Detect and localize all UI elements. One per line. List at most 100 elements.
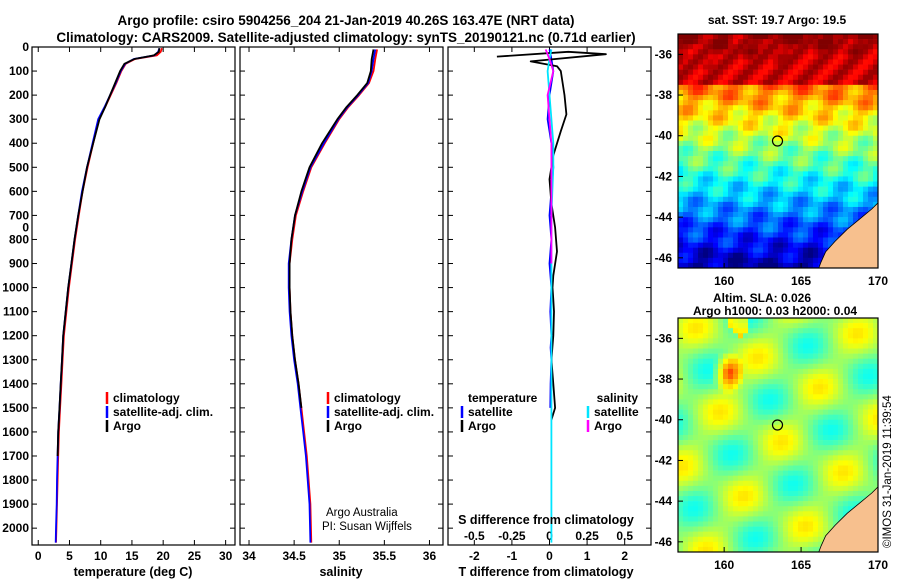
heatmap-cell (718, 54, 724, 60)
heatmap-cell (743, 363, 749, 370)
heatmap-cell (753, 135, 759, 142)
heatmap-cell (753, 89, 759, 96)
heatmap-cell (803, 84, 809, 91)
heatmap-cell (778, 257, 784, 264)
heatmap-cell (703, 440, 709, 446)
heatmap-cell (843, 135, 849, 142)
heatmap-cell (753, 171, 759, 177)
legend-salinity-label: salinity (597, 391, 639, 405)
heatmap-cell (773, 110, 779, 116)
heatmap-cell (733, 242, 739, 248)
heatmap-cell (858, 84, 864, 91)
heatmap-cell (838, 465, 844, 471)
heatmap-cell (853, 450, 859, 456)
heatmap-cell (798, 247, 804, 254)
heatmap-cell (783, 373, 789, 380)
heatmap-cell (738, 445, 744, 451)
heatmap-cell (763, 237, 769, 243)
heatmap-cell (748, 59, 754, 65)
heatmap-cell (698, 496, 704, 502)
heatmap-cell (803, 145, 809, 152)
heatmap-cell (778, 232, 784, 238)
heatmap-cell (818, 151, 824, 157)
heatmap-cell (703, 409, 709, 415)
heatmap-cell (728, 323, 734, 329)
heatmap-cell (738, 161, 744, 167)
heatmap-cell (868, 110, 874, 116)
heatmap-cell (823, 222, 829, 228)
heatmap-cell (808, 227, 814, 233)
heatmap-cell (703, 242, 709, 248)
heatmap-cell (693, 485, 699, 492)
heatmap-cell (748, 252, 754, 259)
heatmap-cell (733, 480, 739, 487)
heatmap-cell (753, 373, 759, 380)
heatmap-cell (723, 419, 729, 426)
heatmap-cell (708, 54, 714, 60)
heatmap-cell (778, 161, 784, 167)
heatmap-cell (788, 531, 794, 538)
heatmap-cell (708, 84, 714, 91)
heatmap-cell (688, 34, 694, 40)
heatmap-cell (743, 323, 749, 329)
heatmap-cell (768, 176, 774, 182)
heatmap-cell (848, 140, 854, 147)
heatmap-cell (743, 389, 749, 395)
heatmap-cell (758, 363, 764, 370)
heatmap-cell (693, 394, 699, 400)
heatmap-cell (728, 384, 734, 390)
heatmap-cell (858, 353, 864, 359)
heatmap-cell (798, 59, 804, 65)
heatmap-cell (718, 95, 724, 101)
heatmap-cell (773, 455, 779, 461)
heatmap-cell (748, 404, 754, 410)
heatmap-cell (753, 546, 759, 552)
heatmap-cell (693, 247, 699, 254)
heatmap-cell (808, 480, 814, 487)
heatmap-cell (848, 323, 854, 329)
heatmap-cell (778, 64, 784, 70)
heatmap-cell (728, 74, 734, 81)
heatmap-cell (808, 328, 814, 334)
heatmap-cell (718, 480, 724, 487)
heatmap-cell (833, 389, 839, 395)
heatmap-cell (728, 480, 734, 487)
heatmap-cell (678, 54, 684, 60)
heatmap-cell (708, 470, 714, 476)
heatmap-cell (748, 490, 754, 497)
heatmap-cell (798, 64, 804, 70)
heatmap-cell (683, 100, 689, 106)
heatmap-cell (778, 379, 784, 385)
heatmap-cell (783, 89, 789, 96)
heatmap-cell (758, 521, 764, 527)
heatmap-cell (768, 252, 774, 259)
heatmap-cell (808, 399, 814, 405)
heatmap-cell (733, 450, 739, 456)
heatmap-cell (838, 54, 844, 60)
heatmap-cell (718, 120, 724, 126)
heatmap-cell (853, 39, 859, 45)
heatmap-cell (773, 49, 779, 55)
heatmap-cell (833, 145, 839, 152)
heatmap-cell (778, 191, 784, 198)
heatmap-cell (873, 89, 878, 96)
heatmap-cell (818, 171, 824, 177)
heatmap-cell (823, 191, 829, 198)
heatmap-cell (768, 105, 774, 111)
heatmap-cell (868, 151, 874, 157)
heatmap-cell (723, 105, 729, 111)
heatmap-cell (863, 445, 869, 451)
heatmap-cell (838, 496, 844, 502)
heatmap-cell (718, 196, 724, 203)
heatmap-cell (683, 252, 689, 259)
heatmap-cell (763, 140, 769, 147)
heatmap-cell (768, 480, 774, 487)
heatmap-cell (758, 247, 764, 254)
heatmap-cell (748, 84, 754, 91)
heatmap-cell (758, 59, 764, 65)
heatmap-cell (813, 363, 819, 370)
heatmap-cell (818, 115, 824, 121)
heatmap-cell (808, 460, 814, 466)
map-y-tick-label: -36 (655, 331, 673, 345)
heatmap-cell (863, 135, 869, 142)
